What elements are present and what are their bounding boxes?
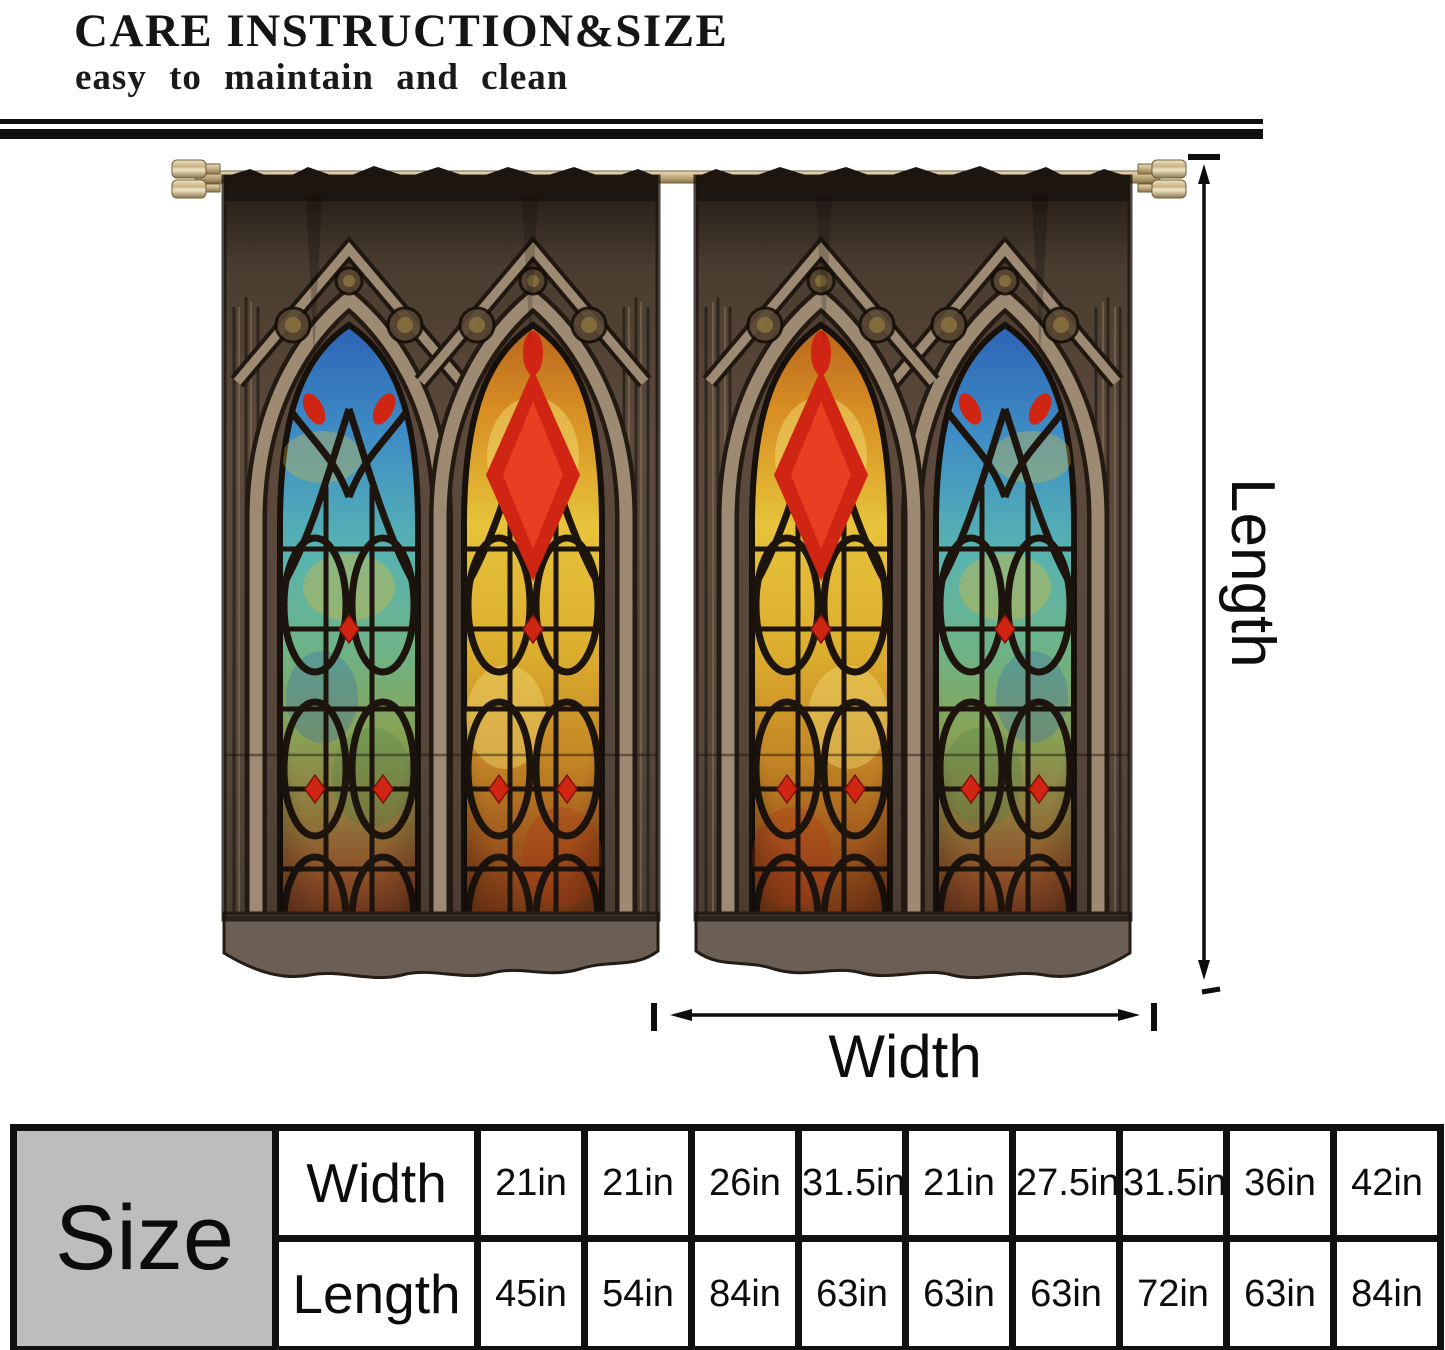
curtain-panel-left bbox=[224, 166, 658, 981]
curtain-panel-right bbox=[696, 166, 1130, 981]
length-value-cell: 63in bbox=[1009, 1235, 1123, 1350]
rod-finial-right-icon bbox=[1137, 159, 1187, 199]
length-value-cell: 45in bbox=[474, 1235, 588, 1350]
page-subtitle: easy to maintain and clean bbox=[75, 57, 569, 98]
length-value-cell: 63in bbox=[902, 1235, 1016, 1350]
length-value-cell: 84in bbox=[1330, 1235, 1444, 1350]
divider-thin-line bbox=[0, 119, 1263, 124]
width-arrow bbox=[651, 1003, 1157, 1031]
length-dimension-label: Length bbox=[1218, 478, 1287, 668]
length-arrow bbox=[1188, 154, 1221, 995]
width-value-cell: 36in bbox=[1223, 1124, 1337, 1242]
width-value-cell: 21in bbox=[474, 1124, 588, 1242]
table-row-width: Size Width 21in 21in 26in 31.5in 21in 27… bbox=[10, 1124, 1444, 1350]
curtain-product-image bbox=[171, 150, 1187, 1010]
width-value-cell: 42in bbox=[1330, 1124, 1444, 1242]
length-value-cell: 54in bbox=[581, 1235, 695, 1350]
width-value-cell: 26in bbox=[688, 1124, 802, 1242]
rod-finial-left-icon bbox=[171, 159, 221, 199]
size-corner-cell: Size bbox=[10, 1124, 279, 1350]
length-value-cell: 72in bbox=[1116, 1235, 1230, 1350]
table-row-length: Length 45in 54in 84in 63in 63in 63in 72i… bbox=[14, 1235, 1444, 1350]
length-value-cell: 63in bbox=[1223, 1235, 1337, 1350]
divider-thick-line bbox=[0, 129, 1263, 139]
size-chart-table: Size Width 21in 21in 26in 31.5in 21in 27… bbox=[10, 1124, 1444, 1350]
width-row-header: Width bbox=[272, 1124, 481, 1242]
length-value-cell: 84in bbox=[688, 1235, 802, 1350]
width-value-cell: 31.5in bbox=[1116, 1124, 1230, 1242]
width-value-cell: 21in bbox=[902, 1124, 1016, 1242]
width-value-cell: 21in bbox=[581, 1124, 695, 1242]
length-value-cell: 63in bbox=[795, 1235, 909, 1350]
width-dimension-label: Width bbox=[828, 1023, 982, 1090]
width-value-cell: 31.5in bbox=[795, 1124, 909, 1242]
page-title: CARE INSTRUCTION&SIZE bbox=[74, 5, 729, 57]
length-row-header: Length bbox=[272, 1235, 481, 1350]
width-value-cell: 27.5in bbox=[1009, 1124, 1123, 1242]
